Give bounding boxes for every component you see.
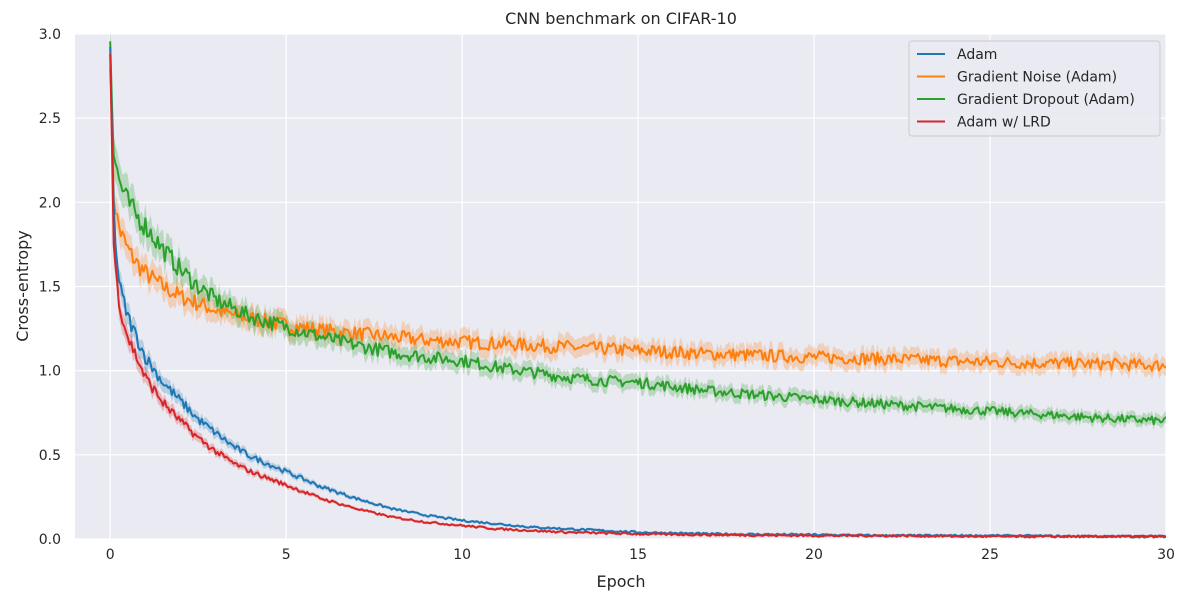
y-tick-label: 0.0	[39, 532, 61, 548]
axes: 0 5 10 15 20 25 30 0.0 0.5 1.0 1.5 2.0 2.5 3.0	[39, 27, 1175, 563]
series-lines	[109, 41, 1166, 539]
grid	[75, 33, 1167, 540]
x-tick-label: 15	[629, 547, 647, 563]
x-axis-label: Epoch	[597, 572, 646, 591]
y-tick-label: 2.5	[39, 111, 61, 127]
x-tick-label: 10	[453, 547, 471, 563]
y-tick-label: 3.0	[39, 27, 61, 43]
legend-label: Gradient Dropout (Adam)	[957, 92, 1135, 108]
x-tick-label: 30	[1157, 547, 1175, 563]
y-tick-label: 0.5	[39, 448, 61, 464]
chart-title: CNN benchmark on CIFAR-10	[505, 9, 737, 28]
y-tick-label: 1.5	[39, 280, 61, 296]
x-tick-label: 20	[805, 547, 823, 563]
legend: Adam Gradient Noise (Adam) Gradient Dropou…	[908, 40, 1161, 137]
legend-label: Gradient Noise (Adam)	[957, 70, 1117, 86]
x-tick-label: 5	[282, 547, 291, 563]
x-tick-label: 0	[106, 547, 115, 563]
x-tick-label: 25	[981, 547, 999, 563]
legend-label: Adam w/ LRD	[957, 115, 1051, 131]
y-tick-label: 1.0	[39, 364, 61, 380]
series-line	[109, 67, 1166, 372]
y-tick-label: 2.0	[39, 195, 61, 211]
legend-label: Adam	[957, 47, 997, 63]
legend-box	[908, 40, 1161, 137]
series-line	[109, 53, 1166, 539]
series-line	[109, 41, 1166, 426]
y-axis-label: Cross-entropy	[13, 230, 32, 342]
